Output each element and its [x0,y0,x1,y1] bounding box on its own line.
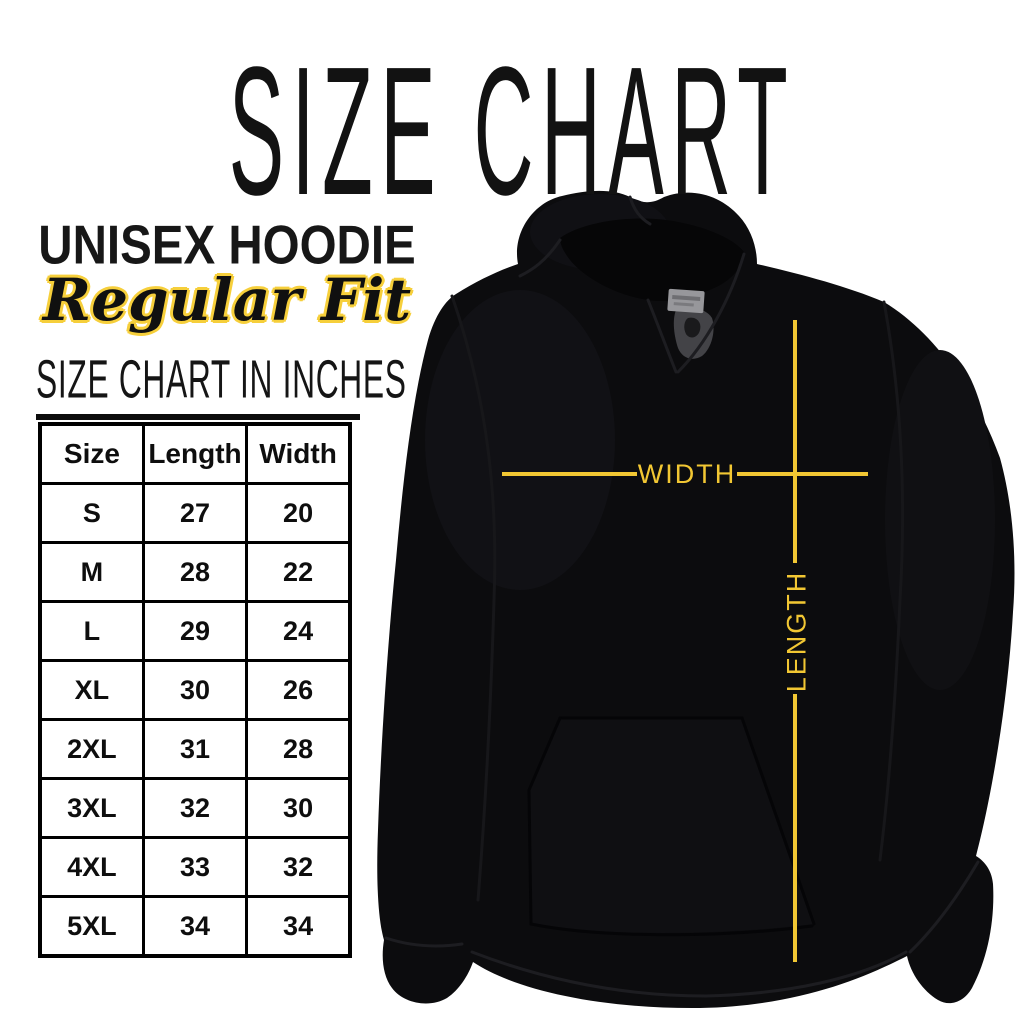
table-heading: SIZE CHART IN INCHES [36,349,406,420]
pocket-edge [529,922,814,937]
size-cell: 5XL [38,895,145,958]
hem-band [470,950,908,998]
collar-fold [646,298,678,374]
width-line-right [737,472,868,476]
size-cell: 31 [141,718,249,780]
size-cell: 34 [141,895,249,958]
left-cuff-edge [384,936,464,948]
table-row: XL 30 26 [38,659,352,721]
inner-hood-shadow [684,317,701,338]
length-line-bottom [793,694,797,962]
table-row: L 29 24 [38,600,352,662]
pocket-edge [527,716,562,926]
column-header-width: Width [245,422,352,485]
column-header-size: Size [38,422,145,485]
hood-opening [560,218,744,302]
table-heading-text: SIZE CHART IN INCHES [36,348,407,410]
size-table-header: Size Length Width [38,422,352,485]
size-cell: 20 [245,482,352,544]
table-row: S 27 20 [38,482,352,544]
width-line-left [502,472,637,476]
size-cell: 29 [141,600,249,662]
size-cell: S [38,482,145,544]
collar-fold [676,252,746,374]
size-cell: 28 [245,718,352,780]
size-cell: 2XL [38,718,145,780]
width-label: WIDTH [637,459,737,489]
neck-tag [667,288,705,314]
size-cell: 33 [141,836,249,898]
size-cell: 3XL [38,777,145,839]
size-cell: L [38,600,145,662]
length-label: LENGTH [781,570,812,693]
size-cell: M [38,541,145,603]
size-cell: 30 [245,777,352,839]
size-table: Size Length Width S 27 20 M 28 22 L 29 24 XL 30 26 2… [38,422,352,958]
size-cell: 32 [245,836,352,898]
size-cell: 30 [141,659,249,721]
left-sleeve-seam [450,294,497,902]
table-header-row: Size Length Width [38,422,352,485]
table-row: 5XL 34 34 [38,895,352,958]
neck-tag-print [672,295,701,301]
kangaroo-pocket [529,718,814,933]
length-line-top [793,320,797,563]
size-cell: 26 [245,659,352,721]
size-cell: 22 [245,541,352,603]
collar-fold [518,238,562,278]
pocket-edge [558,716,816,926]
table-row: 3XL 32 30 [38,777,352,839]
table-row: 4XL 33 32 [38,836,352,898]
chest-highlight [425,290,615,590]
size-cell: 28 [141,541,249,603]
table-row: M 28 22 [38,541,352,603]
right-sleeve-seam [878,300,905,862]
column-header-length: Length [141,422,249,485]
table-row: 2XL 31 28 [38,718,352,780]
sleeve-highlight [885,350,995,690]
page-title: SIZE CHART [228,29,796,233]
size-cell: 27 [141,482,249,544]
hood-fold [628,195,652,226]
fit-label: Regular Fit [42,266,412,334]
size-cell: XL [38,659,145,721]
product-name: UNISEX HOODIE [38,214,416,276]
size-table-body: S 27 20 M 28 22 L 29 24 XL 30 26 2XL 31 28 3XL 32 30 4XL 33… [38,482,352,958]
size-cell: 34 [245,895,352,958]
size-cell: 32 [141,777,249,839]
right-cuff-edge [908,860,980,954]
size-cell: 24 [245,600,352,662]
size-cell: 4XL [38,836,145,898]
